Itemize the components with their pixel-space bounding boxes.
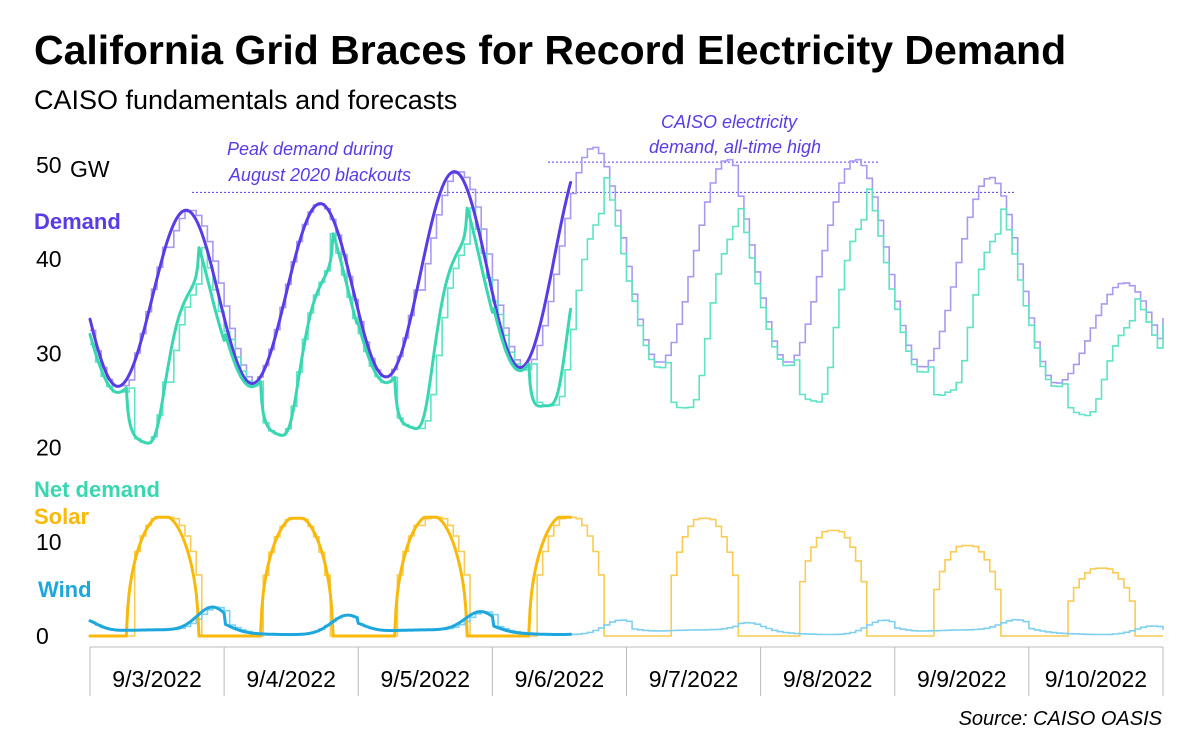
series-label-solar: Solar [34, 504, 89, 529]
net-demand-actual-line [88, 206, 573, 445]
chart-subtitle: CAISO fundamentals and forecasts [34, 85, 457, 115]
x-tick-label: 9/4/2022 [246, 666, 336, 692]
wind-forecast-line [90, 606, 1164, 636]
chart-title: California Grid Braces for Record Electr… [34, 27, 1066, 73]
solar-actual-line [88, 515, 573, 638]
reference-lines [192, 161, 1015, 193]
x-axis: 9/3/2022 9/4/2022 9/5/2022 9/6/2022 9/7/2022… [89, 646, 1164, 696]
x-tick-label: 9/5/2022 [381, 666, 471, 692]
series-label-demand: Demand [34, 209, 121, 234]
y-tick-label: 20 [36, 435, 62, 461]
x-tick-label: 9/7/2022 [649, 666, 739, 692]
x-tick-label: 9/3/2022 [112, 666, 202, 692]
alltime-annotation-line1: CAISO electricity [661, 112, 798, 132]
source-note: Source: CAISO OASIS [959, 708, 1163, 730]
demand-actual-line [88, 170, 573, 388]
x-tick-label: 9/6/2022 [515, 666, 605, 692]
alltime-annotation-line2: demand, all-time high [649, 137, 821, 157]
y-unit-label: GW [70, 156, 110, 182]
net-demand-forecast-line [90, 177, 1164, 444]
x-tick-label: 9/10/2022 [1045, 666, 1147, 692]
y-tick-label: 30 [36, 340, 62, 366]
x-tick-label: 9/8/2022 [783, 666, 873, 692]
y-tick-label: 10 [36, 529, 62, 555]
y-axis-ticks: 50 40 30 20 10 0 [36, 152, 62, 649]
solar-forecast-line [90, 516, 1163, 637]
plot-area [88, 146, 1164, 638]
x-tick-label: 9/9/2022 [917, 666, 1007, 692]
y-tick-label: 0 [36, 623, 49, 649]
blackout-annotation-line1: Peak demand during [227, 139, 393, 159]
y-tick-label: 40 [36, 246, 62, 272]
y-tick-label: 50 [36, 152, 62, 178]
series-label-wind: Wind [38, 577, 92, 602]
wind-actual-line [88, 605, 573, 637]
series-label-net-demand: Net demand [34, 477, 160, 502]
blackout-annotation-line2: August 2020 blackouts [228, 165, 411, 185]
